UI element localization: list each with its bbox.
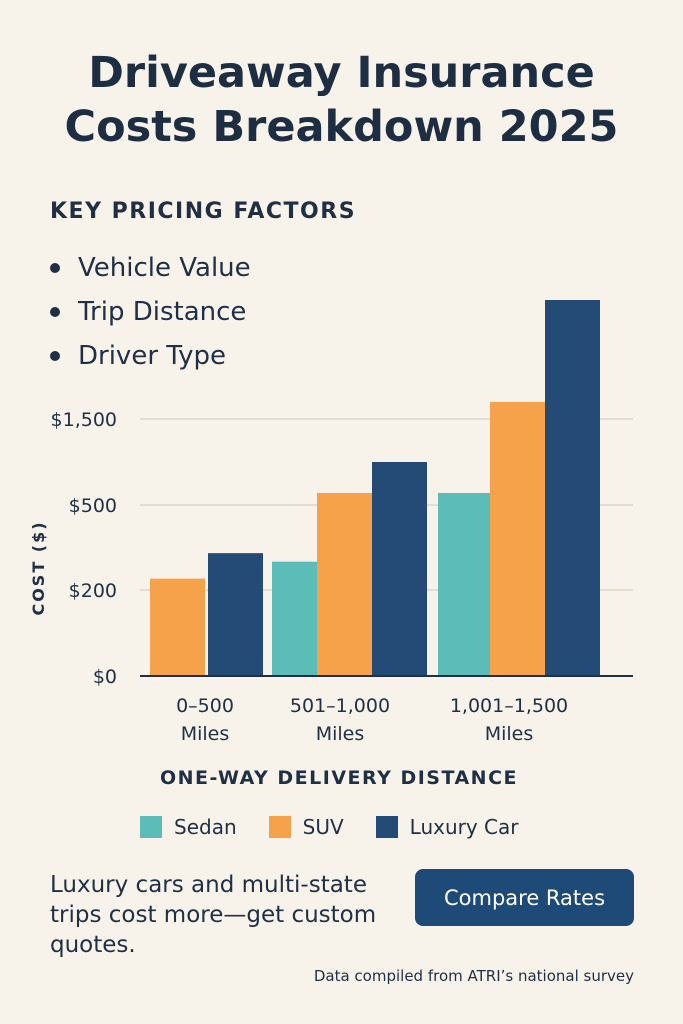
bar-chart: $0 $200 $500 $1,500 0–500 Miles 501–1,000 Miles…: [29, 300, 633, 789]
compare-rates-button[interactable]: Compare Rates: [415, 869, 634, 926]
factor-label: Driver Type: [78, 341, 226, 371]
source-note: Data compiled from ATRI’s national surve…: [313, 967, 634, 985]
bar-sedan: [272, 561, 317, 676]
bar-luxury-car: [208, 553, 263, 676]
legend-swatch: [375, 816, 398, 838]
bar-suv: [317, 492, 372, 676]
x-tick-label: 501–1,000: [290, 695, 390, 717]
bar-luxury-car: [545, 300, 600, 676]
legend-item-suv: SUV: [268, 815, 344, 839]
bullet-icon: [50, 307, 60, 317]
legend: Sedan SUV Luxury Car: [140, 815, 551, 839]
x-tick-label: Miles: [181, 723, 230, 745]
x-axis-title: ONE-WAY DELIVERY DISTANCE: [160, 767, 518, 789]
legend-item-sedan: Sedan: [140, 815, 237, 839]
x-tick-label: 0–500: [176, 695, 234, 717]
legend-label: SUV: [302, 815, 344, 839]
legend-swatch: [268, 816, 291, 838]
title-line-1: Driveaway Insurance: [88, 48, 595, 98]
summary-note: Luxury cars and multi-state trips cost m…: [50, 872, 377, 958]
bar-sedan: [438, 492, 490, 676]
factor-item: Vehicle Value: [50, 246, 251, 290]
bullet-icon: [50, 351, 60, 361]
y-axis-title: COST ($): [29, 520, 48, 615]
bar-suv: [490, 402, 545, 676]
factor-label: Vehicle Value: [78, 253, 251, 283]
y-tick-label: $500: [69, 495, 117, 517]
factor-item: Trip Distance: [50, 290, 251, 334]
title-line-2: Costs Breakdown 2025: [64, 102, 619, 152]
legend-item-luxury-car: Luxury Car: [375, 815, 519, 839]
x-tick-label: 1,001–1,500: [450, 695, 568, 717]
bar-suv: [150, 578, 205, 676]
y-tick-label: $200: [69, 580, 117, 602]
bullet-icon: [50, 263, 60, 273]
chart-title: Driveaway Insurance Costs Breakdown 2025: [0, 46, 683, 154]
bar-luxury-car: [372, 462, 427, 676]
factors-heading: KEY PRICING FACTORS: [50, 199, 357, 224]
x-tick-label: Miles: [485, 723, 534, 745]
factor-label: Trip Distance: [78, 297, 247, 327]
legend-label: Luxury Car: [409, 815, 519, 839]
x-tick-label: Miles: [316, 723, 365, 745]
legend-swatch: [140, 816, 162, 838]
y-tick-label: $0: [93, 666, 117, 688]
y-tick-label: $1,500: [51, 409, 117, 431]
factors-list: Vehicle Value Trip Distance Driver Type: [50, 246, 251, 378]
legend-label: Sedan: [174, 815, 237, 839]
factor-item: Driver Type: [50, 334, 251, 378]
